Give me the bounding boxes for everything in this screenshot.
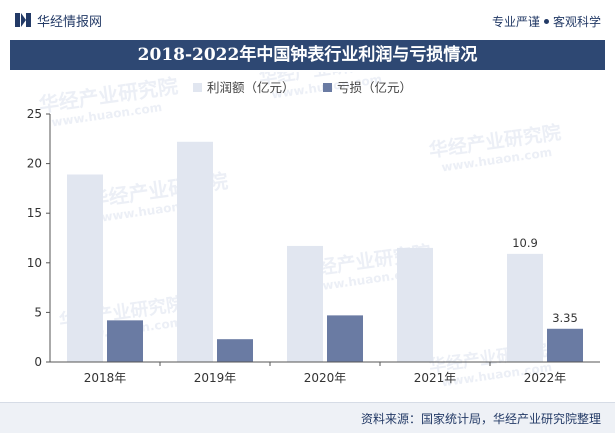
y-tick-label: 5 xyxy=(34,305,42,319)
y-tick-label: 10 xyxy=(27,256,42,270)
axes: 0 5 10 15 20 25 2018年 2019年 2020年 2021年 2022年 xyxy=(27,107,600,385)
y-tick-label: 25 xyxy=(27,107,42,121)
chart-area: 华经产业研究院 www.huaon.com 华经产业研究院 www.huaon.com… xyxy=(0,50,615,402)
legend-swatch xyxy=(193,83,202,92)
brand-name: 华经情报网 xyxy=(37,14,103,30)
profit-bar-2020年 xyxy=(287,245,323,362)
x-tick-label: 2022年 xyxy=(524,371,567,385)
slogan-left: 专业严谨 xyxy=(491,15,540,29)
slogan: 专业严谨 客观科学 xyxy=(492,13,601,30)
loss-bar-2022年 xyxy=(547,328,583,362)
loss-bar-2018年 xyxy=(107,320,143,362)
data-label: 10.9 xyxy=(512,236,538,250)
legend-label: 利润额（亿元） xyxy=(207,80,295,95)
profit-bar-2018年 xyxy=(67,174,103,362)
data-label: 3.35 xyxy=(552,311,578,325)
chart-title: 2018-2022年中国钟表行业利润与亏损情况 xyxy=(10,40,605,70)
profit-bar-2021年 xyxy=(397,247,433,362)
bar-chart: 华经产业研究院www.huaon.com华经产业研究院www.huaon.com… xyxy=(27,50,600,389)
legend-label: 亏损（亿元） xyxy=(337,80,412,95)
loss-bar-2019年 xyxy=(217,339,253,362)
profit-bar-2022年 xyxy=(507,253,543,362)
brand-logo-icon xyxy=(15,13,31,27)
data-labels: 10.9 3.35 xyxy=(512,236,578,325)
source-note: 资料来源：国家统计局，华经产业研究院整理 xyxy=(360,412,601,426)
x-tick-label: 2020年 xyxy=(304,371,347,385)
y-tick-label: 15 xyxy=(27,206,42,220)
y-tick-label: 20 xyxy=(27,157,42,171)
slogan-separator-dot xyxy=(543,19,549,24)
legend: 利润额（亿元） 亏损（亿元） xyxy=(193,80,412,95)
y-tick-label: 0 xyxy=(34,355,42,369)
footer: 资料来源：国家统计局，华经产业研究院整理 xyxy=(0,402,615,433)
profit-bar-2019年 xyxy=(177,141,213,362)
bars xyxy=(67,141,583,362)
slogan-right: 客观科学 xyxy=(552,15,601,29)
legend-swatch xyxy=(323,83,332,92)
x-tick-label: 2019年 xyxy=(194,371,237,385)
top-bar: 华经情报网 专业严谨 客观科学 xyxy=(0,0,615,38)
loss-bar-2020年 xyxy=(327,315,363,362)
x-tick-label: 2018年 xyxy=(84,371,127,385)
brand: 华经情报网 xyxy=(14,10,102,30)
x-tick-label: 2021年 xyxy=(414,371,457,385)
